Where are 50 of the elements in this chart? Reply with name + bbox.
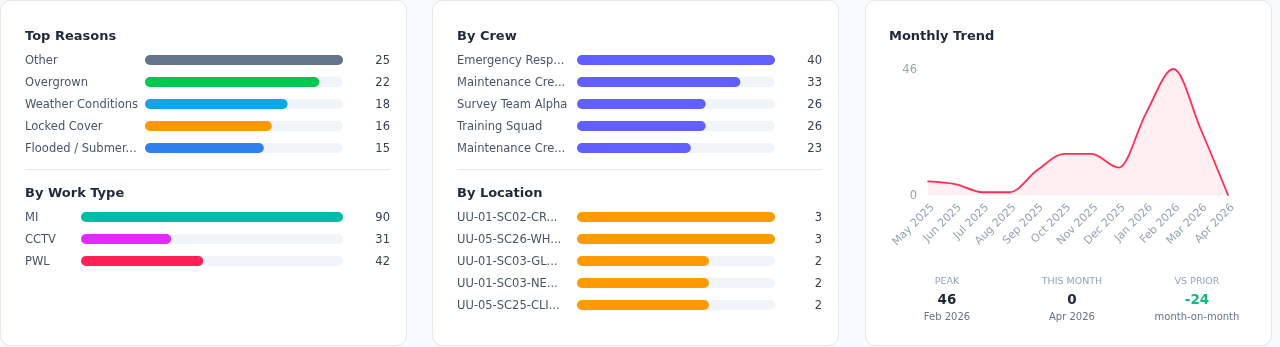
y-tick-label: UU-01-SC02-CR... xyxy=(457,210,558,225)
data-label: 2 xyxy=(814,276,822,291)
chart-title: By Crew xyxy=(457,27,517,43)
data-label: -24 xyxy=(1184,290,1210,307)
data-label: 3 xyxy=(814,210,822,225)
data-label: 2 xyxy=(814,298,822,313)
data-label: 46 xyxy=(937,290,957,307)
chart-title: Top Reasons xyxy=(25,27,117,43)
data-label: 16 xyxy=(375,119,390,134)
data-label: 33 xyxy=(807,75,822,90)
data-label: 26 xyxy=(807,119,822,134)
y-tick-label: UU-05-SC26-WH... xyxy=(457,232,562,247)
category-label: VS PRIOR xyxy=(1174,275,1220,287)
text: Apr 2026 xyxy=(1049,310,1095,322)
y-tick-label: UU-05-SC25-CLI... xyxy=(457,298,560,313)
y-tick-label: UU-01-SC03-GL... xyxy=(457,254,558,269)
data-label: 15 xyxy=(375,141,390,156)
data-label: 2 xyxy=(814,254,822,269)
chart-title: By Work Type xyxy=(25,184,125,200)
data-label: 25 xyxy=(375,53,390,68)
y-tick-label: Maintenance Cre... xyxy=(457,75,566,90)
text: month-on-month xyxy=(1154,310,1240,322)
data-label: 23 xyxy=(807,141,822,156)
data-label: 40 xyxy=(807,53,822,68)
data-label: 31 xyxy=(375,232,390,247)
y-tick-label: Weather Conditions xyxy=(25,97,138,112)
data-label: 3 xyxy=(814,232,822,247)
y-tick-label: Survey Team Alpha xyxy=(457,97,568,112)
y-tick-label: UU-01-SC03-NE... xyxy=(457,276,558,291)
category-label: THIS MONTH xyxy=(1040,275,1103,287)
y-tick-label: Emergency Resp... xyxy=(457,53,565,68)
y-tick-label: MI xyxy=(25,210,39,225)
data-label: 42 xyxy=(375,254,390,269)
text: Feb 2026 xyxy=(923,310,971,322)
y-tick-label: Other xyxy=(25,53,58,68)
chart-title: Monthly Trend xyxy=(889,27,995,43)
y-tick-label: Flooded / Submer... xyxy=(25,141,137,156)
y-tick-label: Maintenance Cre... xyxy=(457,141,566,156)
data-label: 22 xyxy=(375,75,390,90)
y-tick-label: PWL xyxy=(25,254,51,269)
data-label: 18 xyxy=(375,97,390,112)
data-label: 26 xyxy=(807,97,822,112)
y-tick-label: Overgrown xyxy=(25,75,88,90)
category-label: PEAK xyxy=(934,275,960,287)
y-tick-label: CCTV xyxy=(25,232,57,247)
chart-title: By Location xyxy=(457,184,543,200)
y-tick-label: Locked Cover xyxy=(25,119,103,134)
y-tick-label: Training Squad xyxy=(456,119,543,134)
data-label: 0 xyxy=(1067,290,1077,307)
data-label: 90 xyxy=(375,210,390,225)
